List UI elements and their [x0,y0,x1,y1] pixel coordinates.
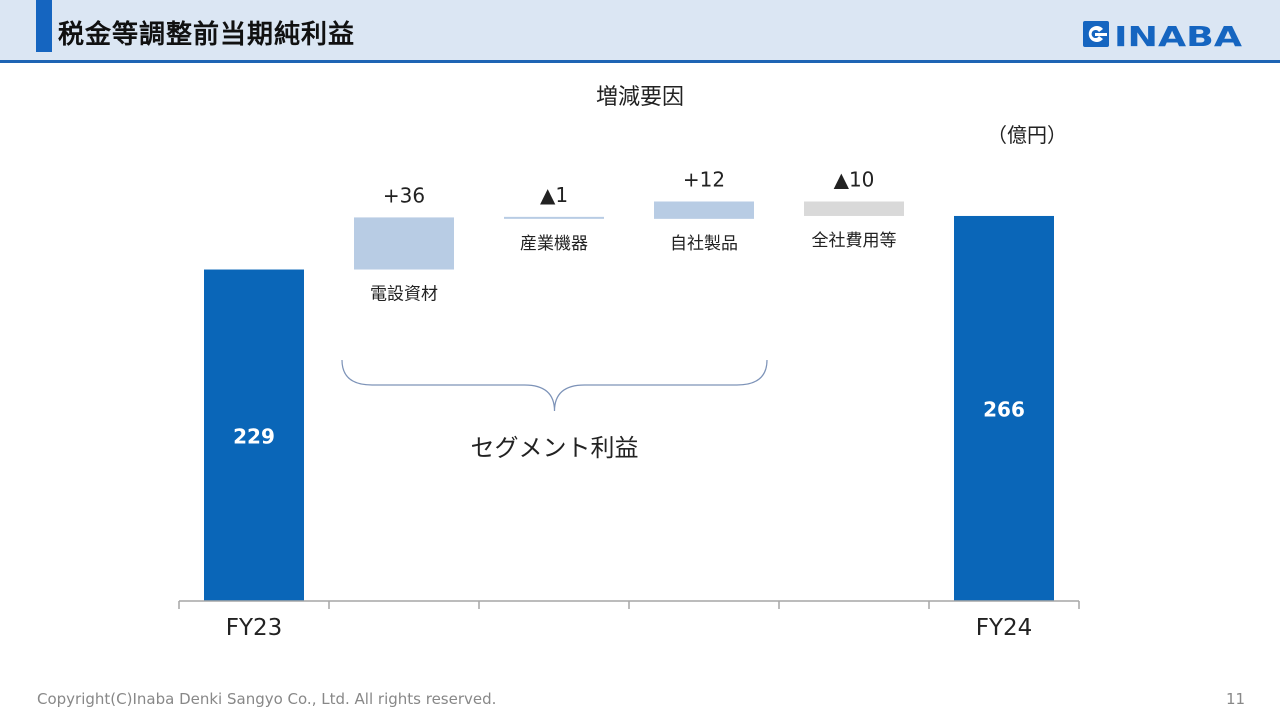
value-label-5: 266 [983,397,1025,421]
bar-0 [204,269,304,601]
x-label-0: FY23 [226,615,283,641]
value-label-3: +12 [683,167,725,191]
bar-4 [804,201,904,216]
category-label-1: 電設資材 [370,285,438,305]
header-accent-bar [36,0,52,52]
bar-3 [654,201,754,219]
unit-label: （億円） [987,123,1067,147]
header-bar [0,0,1280,60]
waterfall-chart: 増減要因 （億円） 229 FY23 +36 電設資材 ▲1 産業機器 +12 自社製品 ▲10 全社… [178,85,1080,641]
inaba-logo: INABA [1083,20,1242,50]
chart-title: 増減要因 [596,85,684,110]
value-label-4: ▲10 [834,167,875,191]
group-label: セグメント利益 [471,434,639,462]
header-divider [0,60,1280,63]
value-label-1: +36 [383,183,425,207]
category-label-2: 産業機器 [520,234,588,254]
copyright-text: Copyright(C)Inaba Denki Sangyo Co., Ltd.… [37,690,497,708]
bar-1 [354,217,454,270]
value-label-2: ▲1 [540,183,568,207]
group-brace [341,359,768,412]
bar-5 [954,215,1054,601]
category-label-4: 全社費用等 [812,231,897,251]
bar-2 [504,216,604,219]
x-label-5: FY24 [976,615,1033,641]
page-title: 税金等調整前当期純利益 [58,20,356,50]
page-number: 11 [1226,690,1246,708]
value-label-0: 229 [233,424,275,448]
category-label-3: 自社製品 [670,234,738,254]
logo-text: INABA [1114,20,1242,50]
